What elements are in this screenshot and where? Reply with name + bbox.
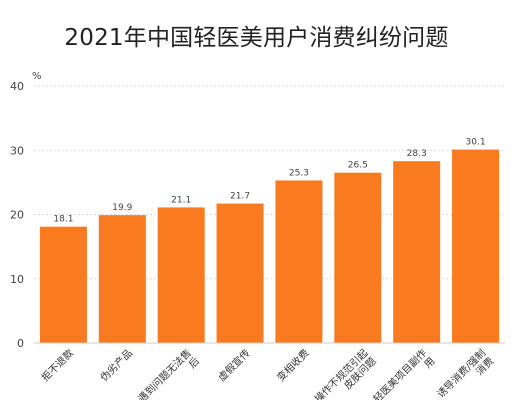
y-tick-label: 0 bbox=[17, 337, 24, 350]
y-tick-label: 20 bbox=[10, 209, 24, 222]
x-tick-label-line: 拒不退款 bbox=[39, 346, 76, 383]
x-tick-label-line: 虚假宣传 bbox=[215, 346, 252, 383]
bar bbox=[98, 215, 146, 343]
y-tick-label: 40 bbox=[10, 80, 24, 93]
x-tick-label: 诱导消费/强制消费 bbox=[434, 346, 496, 400]
y-unit-label: % bbox=[32, 71, 42, 82]
x-tick-label: 拒不退款 bbox=[39, 346, 76, 383]
bar bbox=[157, 207, 205, 343]
data-label: 19.9 bbox=[112, 203, 132, 213]
x-tick-label-line: 伪劣产品 bbox=[97, 346, 134, 383]
data-label: 30.1 bbox=[466, 138, 486, 148]
chart-title: 2021年中国轻医美用户消费纠纷问题 bbox=[64, 25, 449, 51]
bar bbox=[334, 172, 382, 343]
data-label: 26.5 bbox=[348, 161, 368, 171]
x-tick-label: 操作不规范引起皮肤问题 bbox=[312, 346, 379, 400]
x-tick-label: 轻医美项目副作用 bbox=[371, 346, 438, 400]
bar bbox=[452, 149, 500, 343]
x-tick-label-line: 轻医美项目副作 bbox=[371, 346, 430, 400]
data-label: 21.1 bbox=[171, 195, 191, 205]
x-tick-label: 变相收费 bbox=[274, 346, 311, 383]
y-tick-label: 30 bbox=[10, 144, 24, 157]
y-tick-label: 10 bbox=[10, 273, 24, 286]
x-tick-label-line: 遇到问题无法售 bbox=[135, 346, 194, 400]
data-label: 18.1 bbox=[53, 215, 73, 225]
bar bbox=[216, 203, 264, 343]
data-label: 21.7 bbox=[230, 192, 250, 202]
bar bbox=[393, 161, 441, 343]
x-tick-label: 伪劣产品 bbox=[97, 346, 134, 383]
data-label: 28.3 bbox=[407, 149, 427, 159]
x-tick-label: 遇到问题无法售后 bbox=[135, 346, 202, 400]
bar bbox=[275, 180, 323, 343]
data-label: 25.3 bbox=[289, 168, 309, 178]
x-tick-label: 虚假宣传 bbox=[215, 346, 252, 383]
x-tick-label-line: 变相收费 bbox=[274, 346, 311, 383]
bar bbox=[39, 226, 87, 343]
